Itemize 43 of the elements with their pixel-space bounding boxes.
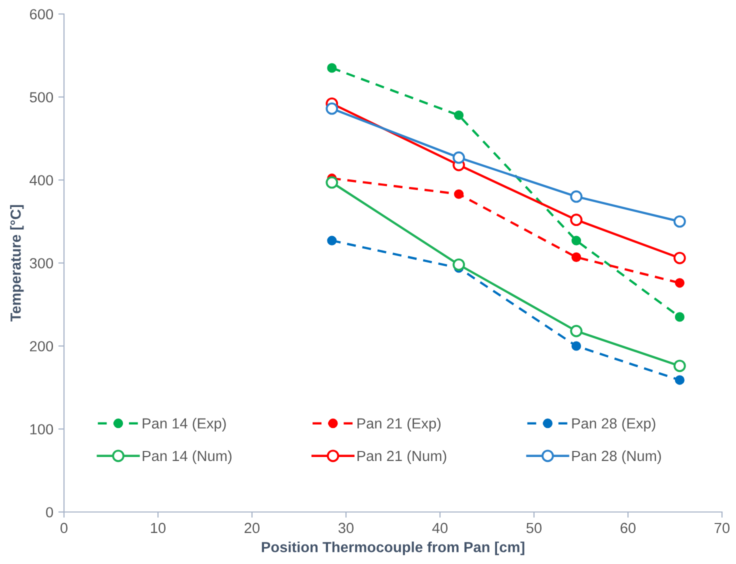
x-tick-label: 10 bbox=[151, 522, 166, 534]
point bbox=[674, 312, 684, 322]
legend-label: Pan 21 (Num) bbox=[358, 450, 446, 464]
y-tick-label: 100 bbox=[30, 424, 54, 434]
x-tick-label: 40 bbox=[432, 522, 448, 534]
point bbox=[570, 214, 582, 226]
y-tick-label: 200 bbox=[30, 341, 54, 352]
legend-label: Pan 28 (Num) bbox=[572, 450, 661, 464]
point bbox=[454, 189, 464, 199]
point bbox=[572, 236, 582, 246]
point bbox=[572, 252, 582, 262]
y-tick-label: 0 bbox=[46, 507, 54, 518]
point bbox=[674, 360, 686, 372]
point bbox=[572, 341, 582, 351]
legend-label: Pan 21 (Exp) bbox=[358, 418, 441, 432]
point bbox=[452, 258, 465, 271]
point bbox=[326, 176, 338, 189]
legend-label: Pan 14 (Num) bbox=[142, 450, 232, 464]
x-tick-label: 70 bbox=[714, 522, 730, 534]
y-tick-label: 500 bbox=[30, 92, 54, 102]
point bbox=[454, 110, 464, 120]
point bbox=[570, 190, 582, 203]
point bbox=[570, 324, 582, 338]
point bbox=[674, 215, 686, 228]
point bbox=[327, 63, 337, 73]
y-tick-label: 400 bbox=[30, 175, 54, 186]
point bbox=[674, 375, 684, 385]
point bbox=[327, 236, 337, 246]
legend-label: Pan 14 (Exp) bbox=[142, 418, 226, 432]
y-axis-title: Temperature [°C] bbox=[10, 205, 24, 322]
point bbox=[326, 102, 338, 115]
point bbox=[674, 278, 684, 288]
x-tick-label: 50 bbox=[526, 522, 542, 534]
x-tick-label: 20 bbox=[244, 522, 260, 534]
y-tick-label: 600 bbox=[30, 9, 54, 20]
x-tick-label: 30 bbox=[338, 522, 354, 534]
point bbox=[452, 151, 465, 164]
x-axis-title: Position Thermocouple from Pan [cm] bbox=[262, 542, 524, 556]
x-tick-label: 0 bbox=[60, 522, 68, 534]
point bbox=[674, 252, 686, 264]
legend-label: Pan 28 (Exp) bbox=[572, 418, 656, 432]
x-tick-label: 60 bbox=[620, 522, 636, 534]
y-tick-label: 300 bbox=[30, 258, 54, 268]
